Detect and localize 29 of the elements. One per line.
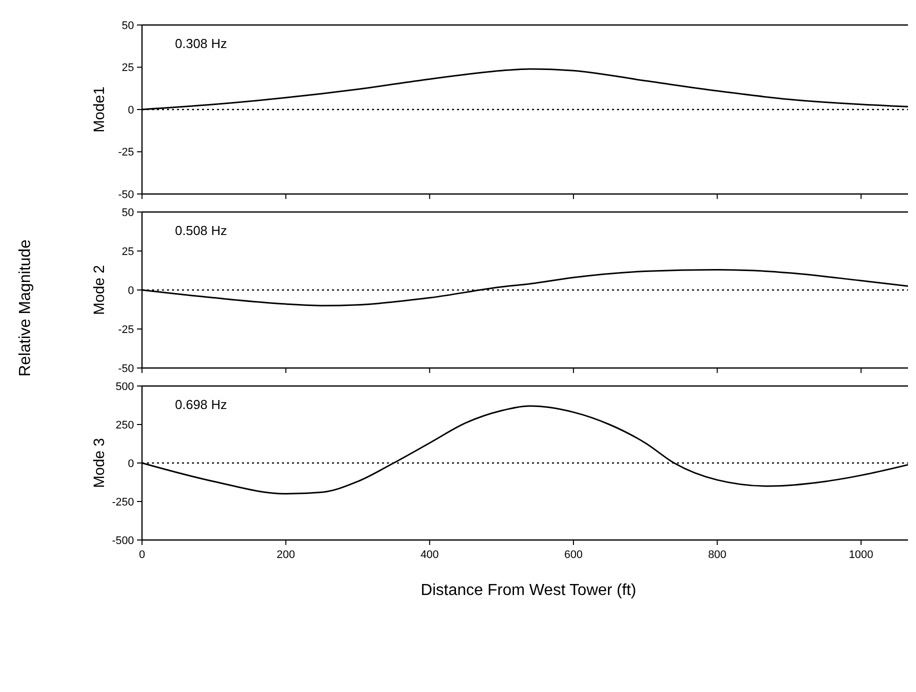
annotation: 0.308 Hz: [175, 36, 228, 51]
y-tick-label: 25: [122, 246, 134, 258]
x-tick-label: 0: [138, 549, 146, 561]
y-tick-label: 0: [128, 104, 134, 116]
y-tick-label: -500: [112, 534, 134, 547]
y-tick-label: 0: [128, 458, 134, 470]
text: Relative Magnitude: [17, 239, 34, 376]
annotation: 0.698 Hz: [175, 397, 228, 412]
x-tick-label: 1000: [848, 549, 874, 561]
annotation: 0.508 Hz: [175, 223, 228, 238]
x-tick-label: 600: [564, 549, 583, 561]
y-tick-label: -50: [118, 188, 134, 201]
y-tick-label: 50: [122, 20, 134, 32]
x-tick-label: 200: [276, 549, 295, 561]
y-tick-label: -250: [112, 496, 134, 508]
y-tick-label: -25: [118, 146, 134, 159]
y-axis-title: Mode 2: [91, 264, 108, 316]
x-axis-title: Distance From West Tower (ft): [420, 582, 636, 599]
y-tick-label: -50: [118, 362, 134, 375]
y-tick-label: 500: [116, 380, 134, 393]
x-tick-label: 800: [708, 549, 726, 561]
y-tick-label: 250: [116, 419, 134, 432]
y-axis-title: Mode1: [91, 86, 108, 132]
y-axis-title: Mode 3: [91, 438, 108, 488]
x-tick-label: 400: [420, 549, 439, 561]
y-tick-label: 50: [122, 206, 134, 219]
y-tick-label: 0: [128, 284, 134, 297]
y-tick-label: -25: [118, 324, 134, 336]
y-tick-label: 25: [122, 62, 134, 74]
